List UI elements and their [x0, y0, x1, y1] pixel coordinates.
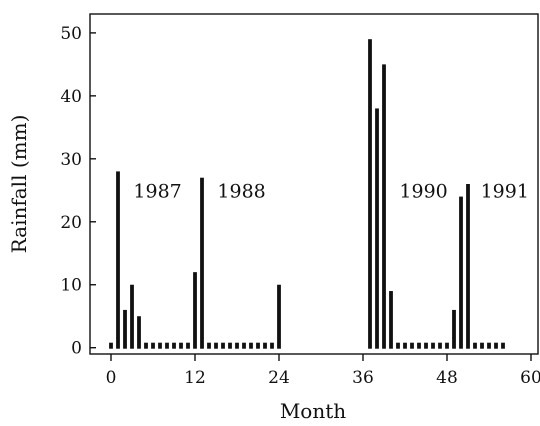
x-tick-label: 12 — [184, 368, 206, 388]
bar — [186, 342, 190, 349]
bar — [221, 342, 225, 349]
bar — [214, 342, 218, 349]
x-tick-label: 24 — [268, 368, 290, 388]
bar — [431, 342, 435, 349]
bar — [200, 177, 204, 349]
year-annotation: 1991 — [481, 180, 529, 202]
bar — [144, 342, 148, 349]
bar — [368, 39, 372, 349]
bar — [242, 342, 246, 349]
bar — [123, 309, 127, 349]
bar — [494, 342, 498, 349]
bar — [116, 171, 120, 349]
bar — [417, 342, 421, 349]
bar — [487, 342, 491, 349]
bar — [130, 284, 134, 349]
x-tick-label: 48 — [436, 368, 458, 388]
y-axis-title: Rainfall (mm) — [7, 115, 31, 254]
y-tick-label: 10 — [60, 276, 82, 296]
bar — [137, 316, 141, 349]
x-axis-title: Month — [280, 399, 346, 423]
bar — [235, 342, 239, 349]
year-annotation: 1988 — [217, 180, 265, 202]
y-tick-label: 50 — [60, 24, 82, 44]
bar — [382, 64, 386, 349]
bar — [277, 284, 281, 349]
y-tick-label: 0 — [71, 339, 82, 359]
bar — [193, 272, 197, 349]
bar — [256, 342, 260, 349]
y-tick-label: 40 — [60, 87, 82, 107]
plot-frame — [89, 13, 539, 355]
bar — [165, 342, 169, 349]
chart-marks: 0 10 20 30 40 50 0 12 24 36 48 60 1987 1988 1990 1991 — [60, 24, 540, 388]
bar — [480, 342, 484, 349]
bar — [445, 342, 449, 349]
bar — [228, 342, 232, 349]
y-tick-label: 20 — [60, 213, 82, 233]
bar — [410, 342, 414, 349]
x-tick-label: 60 — [520, 368, 540, 388]
bar — [403, 342, 407, 349]
bar — [151, 342, 155, 349]
bar — [207, 342, 211, 349]
bar — [501, 342, 505, 349]
bar — [389, 291, 393, 349]
year-annotation: 1987 — [133, 180, 181, 202]
bar — [249, 342, 253, 349]
bar — [466, 184, 470, 349]
bar — [375, 108, 379, 349]
bar — [270, 342, 274, 349]
bar — [396, 342, 400, 349]
year-annotation: 1990 — [399, 180, 447, 202]
bar — [172, 342, 176, 349]
bar — [473, 342, 477, 349]
y-tick-label: 30 — [60, 150, 82, 170]
x-tick-label: 36 — [352, 368, 374, 388]
bar — [438, 342, 442, 349]
bar — [424, 342, 428, 349]
bar — [158, 342, 162, 349]
x-tick-label: 0 — [106, 368, 117, 388]
bar — [459, 196, 463, 349]
bar — [263, 342, 267, 349]
bar — [179, 342, 183, 349]
bar — [109, 342, 113, 349]
bar — [452, 309, 456, 349]
